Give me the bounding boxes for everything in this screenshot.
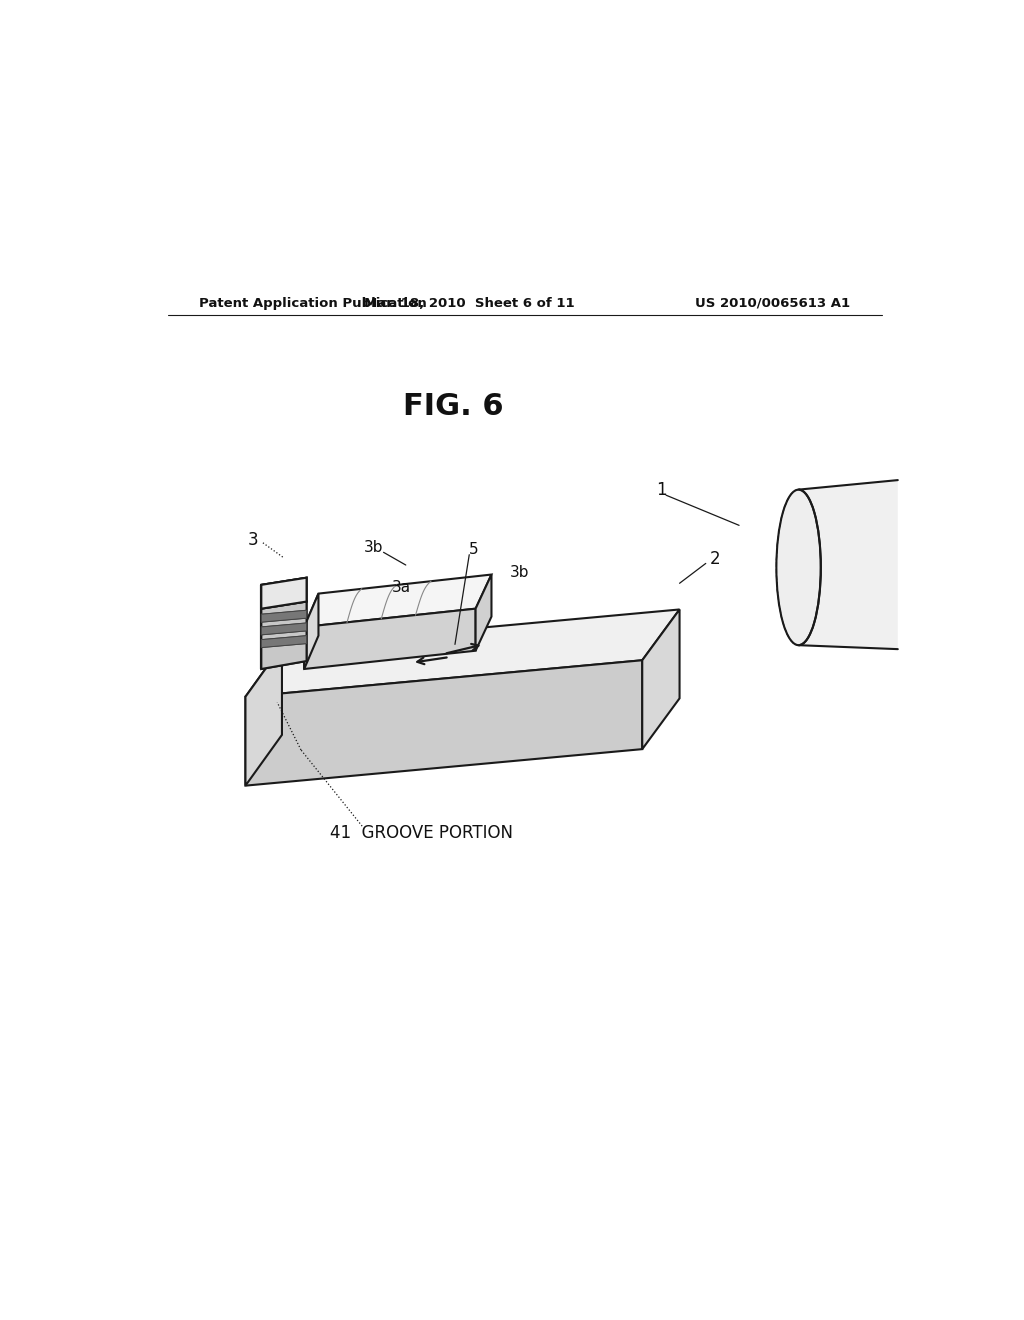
Polygon shape <box>261 610 306 622</box>
Text: 3a: 3a <box>392 579 412 595</box>
Polygon shape <box>246 645 282 785</box>
Polygon shape <box>304 574 492 627</box>
Polygon shape <box>261 578 306 609</box>
Text: 3: 3 <box>248 531 259 549</box>
Text: 3b: 3b <box>365 540 384 554</box>
Text: 3b: 3b <box>510 565 529 581</box>
Text: FIG. 6: FIG. 6 <box>403 392 504 421</box>
Text: 5: 5 <box>468 541 478 557</box>
Polygon shape <box>261 602 306 669</box>
Polygon shape <box>261 610 306 622</box>
Ellipse shape <box>776 490 821 645</box>
Polygon shape <box>261 623 306 635</box>
Text: 2: 2 <box>710 550 721 569</box>
Polygon shape <box>261 636 306 648</box>
Polygon shape <box>642 610 680 750</box>
Polygon shape <box>261 578 306 609</box>
Polygon shape <box>304 609 475 669</box>
Text: Mar. 18, 2010  Sheet 6 of 11: Mar. 18, 2010 Sheet 6 of 11 <box>364 297 574 310</box>
Polygon shape <box>261 602 306 669</box>
Polygon shape <box>304 594 318 669</box>
Text: 41  GROOVE PORTION: 41 GROOVE PORTION <box>330 824 513 842</box>
Polygon shape <box>246 660 642 785</box>
Polygon shape <box>246 610 680 697</box>
Polygon shape <box>261 636 306 648</box>
Polygon shape <box>261 623 306 635</box>
Polygon shape <box>261 578 306 609</box>
Polygon shape <box>799 480 898 649</box>
Text: US 2010/0065613 A1: US 2010/0065613 A1 <box>695 297 850 310</box>
Text: Patent Application Publication: Patent Application Publication <box>200 297 427 310</box>
Text: 1: 1 <box>656 482 667 499</box>
Polygon shape <box>475 574 492 651</box>
